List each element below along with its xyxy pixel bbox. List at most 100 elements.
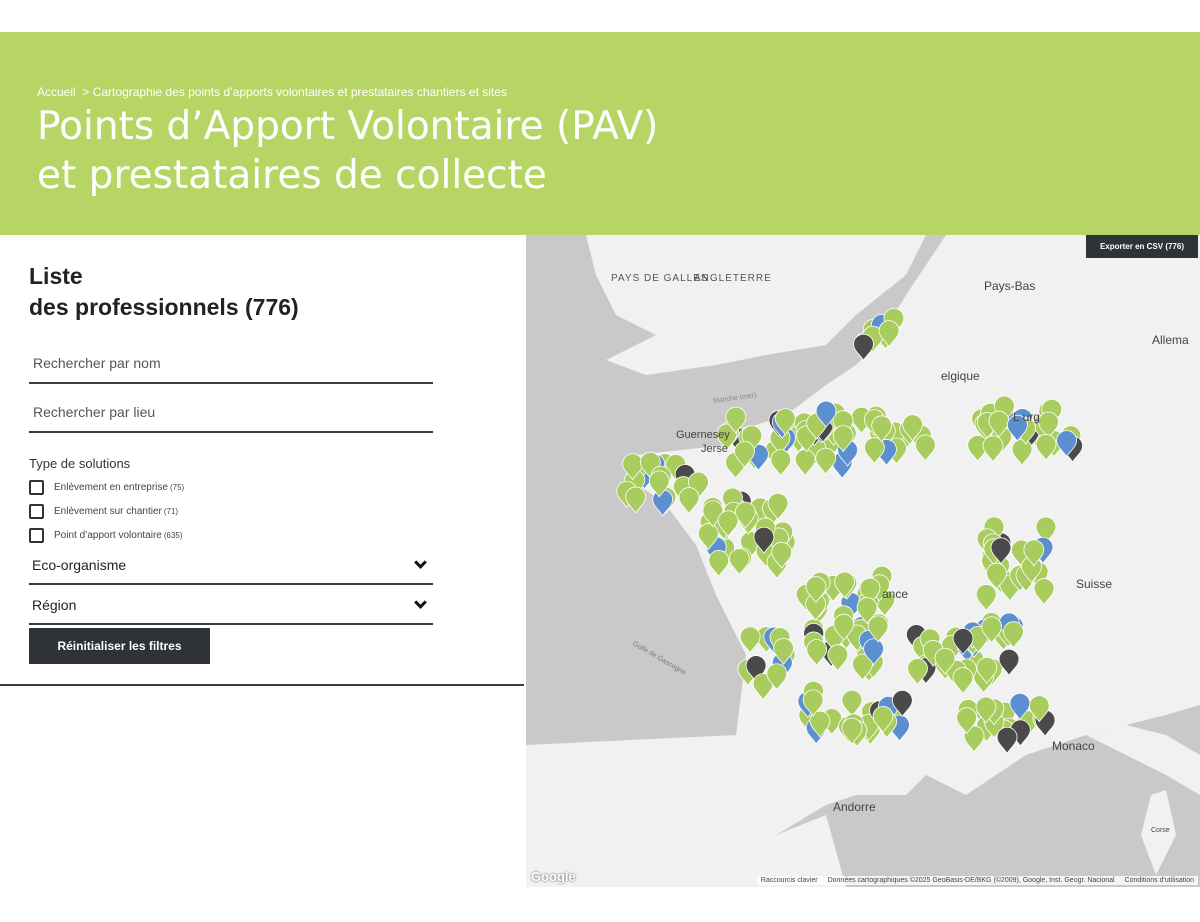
pav-marker[interactable] bbox=[856, 597, 878, 625]
checkbox-point-apport[interactable]: Point d’apport volontaire (635) bbox=[29, 528, 183, 543]
checkbox[interactable] bbox=[29, 480, 44, 495]
map-label-france: ance bbox=[882, 587, 909, 601]
pav-marker[interactable] bbox=[1038, 411, 1059, 439]
chantier-marker[interactable] bbox=[891, 690, 913, 718]
pav-marker[interactable] bbox=[774, 408, 796, 436]
pav-marker[interactable] bbox=[833, 613, 855, 641]
pav-marker[interactable] bbox=[697, 523, 719, 551]
pav-marker[interactable] bbox=[878, 320, 900, 348]
pav-marker[interactable] bbox=[872, 706, 894, 734]
pav-marker[interactable] bbox=[734, 440, 755, 469]
pav-marker[interactable] bbox=[752, 673, 774, 701]
pav-marker[interactable] bbox=[771, 541, 793, 569]
pav-marker[interactable] bbox=[832, 425, 854, 453]
pav-marker[interactable] bbox=[834, 571, 856, 599]
search-name-input[interactable] bbox=[29, 344, 433, 384]
chantier-marker[interactable] bbox=[952, 628, 974, 656]
checkbox-count: (71) bbox=[163, 507, 179, 516]
pav-marker[interactable] bbox=[773, 637, 794, 666]
chantier-marker[interactable] bbox=[853, 333, 874, 361]
map-label-angleterre: ANGLETERRE bbox=[694, 273, 772, 284]
pav-marker[interactable] bbox=[981, 616, 1003, 644]
pav-marker[interactable] bbox=[956, 707, 978, 735]
pav-marker[interactable] bbox=[1003, 621, 1024, 649]
breadcrumb-home[interactable]: Accueil bbox=[37, 85, 76, 99]
pav-marker[interactable] bbox=[805, 576, 827, 604]
checkbox-enlevement-chantier[interactable]: Enlèvement sur chantier (71) bbox=[29, 504, 178, 519]
pav-marker[interactable] bbox=[841, 689, 863, 717]
chantier-marker[interactable] bbox=[753, 526, 775, 554]
reset-filters-button[interactable]: Réinitialiser les filtres bbox=[29, 628, 210, 664]
map-attribution: Raccourcis clavier Données cartographique… bbox=[756, 876, 1198, 885]
entreprise-marker[interactable] bbox=[652, 489, 674, 517]
pav-marker[interactable] bbox=[975, 696, 997, 724]
pav-marker[interactable] bbox=[815, 447, 837, 475]
pav-marker[interactable] bbox=[867, 615, 889, 643]
pav-marker[interactable] bbox=[975, 584, 997, 612]
pav-marker[interactable] bbox=[648, 470, 670, 498]
pav-marker[interactable] bbox=[806, 639, 828, 667]
map-label-suisse: Suisse bbox=[1076, 577, 1113, 591]
pav-marker[interactable] bbox=[802, 689, 824, 717]
pav-marker[interactable] bbox=[728, 548, 750, 576]
pav-marker[interactable] bbox=[770, 449, 792, 477]
map[interactable]: PAYS DE GALLES ANGLETERRE Pays-Bas Allem… bbox=[526, 235, 1200, 887]
pav-marker[interactable] bbox=[708, 550, 730, 578]
entreprise-marker[interactable] bbox=[1007, 414, 1028, 442]
pav-marker[interactable] bbox=[982, 435, 1004, 463]
pav-marker[interactable] bbox=[864, 437, 885, 465]
pav-marker[interactable] bbox=[766, 663, 788, 691]
export-csv-button[interactable]: Exporter en CSV (776) bbox=[1085, 235, 1198, 258]
pav-marker[interactable] bbox=[1023, 539, 1045, 567]
checkbox[interactable] bbox=[29, 528, 44, 543]
pav-marker[interactable] bbox=[1035, 433, 1057, 462]
terms-link[interactable]: Conditions d'utilisation bbox=[1124, 877, 1194, 884]
pav-marker[interactable] bbox=[914, 434, 936, 462]
pav-marker[interactable] bbox=[841, 717, 863, 745]
pav-marker[interactable] bbox=[809, 710, 831, 738]
dropdown-label: Eco-organisme bbox=[32, 557, 127, 573]
entreprise-marker[interactable] bbox=[863, 638, 885, 666]
map-label-andorre: Andorre bbox=[833, 800, 876, 814]
pav-marker[interactable] bbox=[976, 656, 998, 685]
search-place-input[interactable] bbox=[29, 393, 433, 433]
entreprise-marker[interactable] bbox=[815, 400, 837, 428]
list-title-line-1: Liste bbox=[29, 263, 83, 289]
list-title: Liste des professionnels (776) bbox=[29, 261, 299, 323]
pav-marker[interactable] bbox=[625, 486, 647, 514]
pav-marker[interactable] bbox=[907, 658, 928, 686]
entreprise-marker[interactable] bbox=[1009, 692, 1031, 721]
chantier-marker[interactable] bbox=[990, 537, 1012, 565]
pav-marker[interactable] bbox=[1028, 695, 1050, 723]
pav-marker[interactable] bbox=[934, 647, 956, 675]
entreprise-marker[interactable] bbox=[1056, 430, 1077, 458]
pav-marker[interactable] bbox=[902, 414, 923, 442]
chantier-marker[interactable] bbox=[996, 726, 1018, 754]
pav-marker[interactable] bbox=[1033, 578, 1055, 606]
land-italy bbox=[1086, 725, 1200, 795]
pav-marker[interactable] bbox=[986, 562, 1007, 590]
chantier-marker[interactable] bbox=[998, 648, 1020, 676]
pav-marker[interactable] bbox=[1035, 516, 1057, 544]
pav-marker[interactable] bbox=[952, 667, 974, 695]
pav-marker[interactable] bbox=[852, 653, 873, 681]
map-label-allemagne: Allema bbox=[1152, 333, 1189, 347]
pav-marker[interactable] bbox=[767, 492, 789, 521]
pav-marker[interactable] bbox=[622, 453, 644, 481]
pav-marker[interactable] bbox=[678, 487, 700, 515]
pav-marker[interactable] bbox=[871, 415, 893, 443]
pav-marker[interactable] bbox=[988, 410, 1010, 438]
checkbox-enlevement-entreprise[interactable]: Enlèvement en entreprise (75) bbox=[29, 480, 184, 495]
title-line-2: et prestataires de collecte bbox=[37, 153, 547, 198]
pav-marker[interactable] bbox=[716, 423, 738, 451]
pav-marker[interactable] bbox=[717, 510, 739, 538]
region-dropdown[interactable]: Région bbox=[29, 587, 433, 625]
pav-marker[interactable] bbox=[827, 644, 849, 672]
checkbox[interactable] bbox=[29, 504, 44, 519]
keyboard-shortcuts-link[interactable]: Raccourcis clavier bbox=[760, 877, 818, 884]
pav-marker[interactable] bbox=[725, 406, 747, 434]
eco-organisme-dropdown[interactable]: Eco-organisme bbox=[29, 547, 433, 585]
land-corse bbox=[1141, 790, 1176, 875]
pav-marker[interactable] bbox=[739, 626, 761, 654]
pav-marker[interactable] bbox=[963, 725, 985, 753]
